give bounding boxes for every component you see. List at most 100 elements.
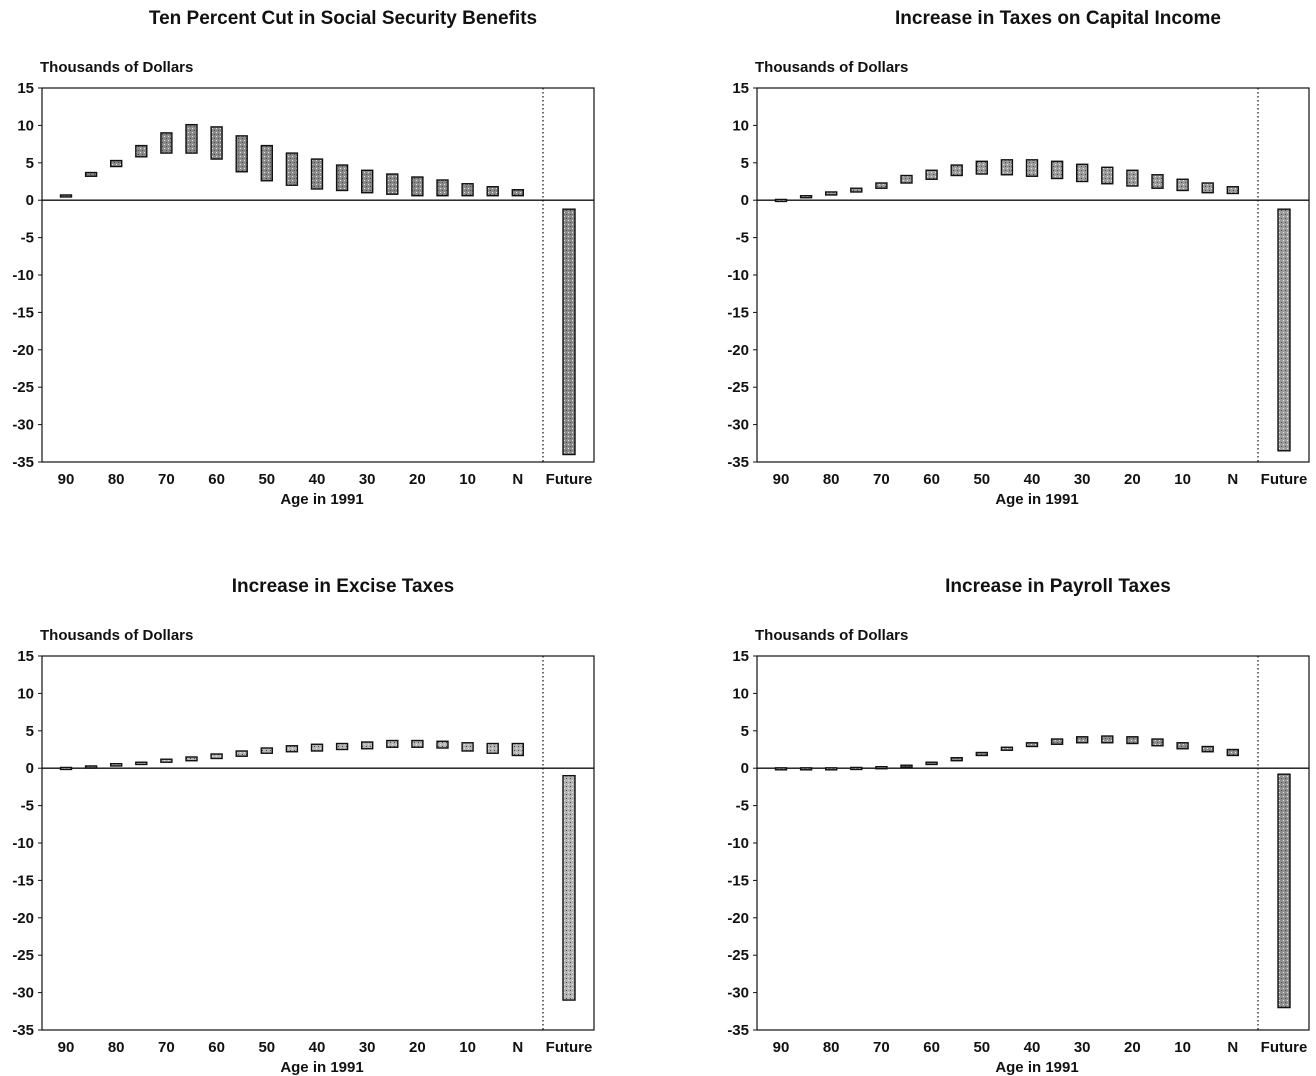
y-tick-label: -15 — [12, 304, 34, 321]
x-axis-label: Age in 1991 — [280, 491, 363, 508]
bar-age-30 — [1076, 736, 1089, 744]
y-tick-label: -10 — [12, 267, 34, 284]
bar-age-25 — [386, 739, 399, 748]
y-tick-label: -10 — [12, 835, 34, 852]
bar-age-10 — [1176, 178, 1189, 192]
plot-frame — [41, 655, 595, 1031]
bar-age-65 — [900, 174, 913, 184]
bar-age-55 — [950, 757, 963, 762]
x-tick-label: 60 — [923, 1039, 940, 1056]
bar-age-15 — [1151, 174, 1164, 189]
y-tick-label: 0 — [26, 760, 34, 777]
bar-age-90 — [59, 194, 73, 198]
bar-age-50 — [260, 747, 273, 754]
bar-age-85 — [84, 765, 98, 769]
y-axis-label: Thousands of Dollars — [40, 59, 193, 76]
y-tick-label: -30 — [12, 417, 34, 434]
bar-age-N — [1226, 186, 1239, 195]
bar-age-N — [511, 742, 524, 757]
y-tick-label: -15 — [727, 872, 749, 889]
bar-age-50 — [975, 751, 988, 757]
y-tick-label: -25 — [12, 947, 34, 964]
bar-age-35 — [335, 164, 349, 192]
y-axis-label: Thousands of Dollars — [755, 59, 908, 76]
x-tick-label: 30 — [1074, 1039, 1091, 1056]
chart-svg: Increase in Payroll Taxes Thousands of Do… — [727, 576, 1310, 1076]
y-tick-label: 5 — [741, 155, 749, 172]
bar-age-30 — [361, 169, 374, 194]
bar-age-75 — [850, 766, 863, 771]
y-axis-label: Thousands of Dollars — [755, 627, 908, 644]
x-tick-label: 80 — [108, 1039, 125, 1056]
x-tick-label: 40 — [1024, 471, 1041, 488]
bar-age-40 — [310, 158, 324, 190]
bar-age-20 — [411, 739, 424, 748]
bar-age-15 — [1151, 738, 1164, 747]
y-tick-label: 5 — [26, 155, 34, 172]
x-tick-label: 50 — [258, 471, 275, 488]
chart-title: Increase in Taxes on Capital Income — [895, 8, 1221, 29]
x-tick-label: 60 — [208, 471, 225, 488]
x-tick-label: 40 — [309, 1039, 326, 1056]
y-tick-label: -35 — [12, 454, 34, 471]
y-tick-label: -35 — [727, 454, 749, 471]
chart-panel-payroll-taxes: Increase in Payroll Taxes Thousands of Do… — [715, 568, 1315, 1076]
bar-age-60 — [925, 761, 938, 766]
bar-age-40 — [1025, 159, 1039, 177]
bar-age-45 — [1000, 159, 1014, 176]
bar-age-60 — [925, 169, 938, 180]
x-tick-label: 90 — [773, 471, 790, 488]
x-tick-label: 20 — [409, 1039, 426, 1056]
x-tick-label: 20 — [1124, 471, 1141, 488]
bar-age-60 — [210, 753, 223, 760]
bar-age-55 — [950, 164, 963, 177]
bar-age-75 — [135, 144, 148, 158]
bar-age-65 — [185, 756, 198, 762]
y-axis-label: Thousands of Dollars — [40, 627, 193, 644]
x-axis-label: Age in 1991 — [995, 491, 1078, 508]
bar-age-20 — [411, 176, 424, 197]
y-tick-label: 15 — [17, 648, 34, 665]
x-axis-label: Age in 1991 — [995, 1059, 1078, 1076]
y-tick-label: -15 — [727, 304, 749, 321]
x-tick-label: Future — [546, 1039, 593, 1056]
y-tick-label: -5 — [736, 230, 749, 247]
bar-age-70 — [875, 182, 888, 189]
y-tick-label: -5 — [736, 798, 749, 815]
y-tick-label: 5 — [26, 723, 34, 740]
x-tick-label: 90 — [58, 1039, 75, 1056]
x-tick-label: 50 — [258, 1039, 275, 1056]
bar-age-70 — [160, 758, 173, 763]
x-tick-label: Future — [1261, 471, 1308, 488]
y-tick-label: 0 — [741, 192, 749, 209]
bar-age-10 — [1176, 742, 1189, 750]
y-tick-label: -30 — [727, 417, 749, 434]
y-tick-label: 15 — [732, 648, 749, 665]
bar-age-55 — [235, 135, 248, 173]
x-tick-label: 50 — [973, 1039, 990, 1056]
chart-title: Ten Percent Cut in Social Security Benef… — [149, 8, 537, 29]
x-axis-label: Age in 1991 — [280, 1059, 363, 1076]
x-tick-label: 10 — [459, 471, 476, 488]
bar-age-60 — [210, 126, 223, 160]
bar-age-N — [511, 189, 524, 197]
bar-age-75 — [135, 761, 148, 766]
bar-future — [1277, 773, 1291, 1009]
bar-age-40 — [1025, 742, 1039, 748]
y-tick-label: 0 — [741, 760, 749, 777]
bar-age-5 — [486, 186, 499, 197]
bar-age-80 — [109, 159, 123, 168]
y-tick-label: -30 — [12, 985, 34, 1002]
y-tick-label: -35 — [12, 1022, 34, 1039]
y-tick-label: 15 — [17, 80, 34, 97]
y-tick-label: -10 — [727, 835, 749, 852]
chart-title: Increase in Excise Taxes — [232, 576, 455, 597]
bar-age-35 — [1050, 160, 1064, 180]
bar-age-20 — [1126, 169, 1139, 187]
chart-panel-capital-income: Increase in Taxes on Capital Income Thous… — [715, 0, 1315, 508]
y-tick-label: 15 — [732, 80, 749, 97]
bar-age-40 — [310, 743, 324, 752]
x-tick-label: 20 — [409, 471, 426, 488]
x-tick-label: 20 — [1124, 1039, 1141, 1056]
bar-age-5 — [486, 742, 499, 754]
